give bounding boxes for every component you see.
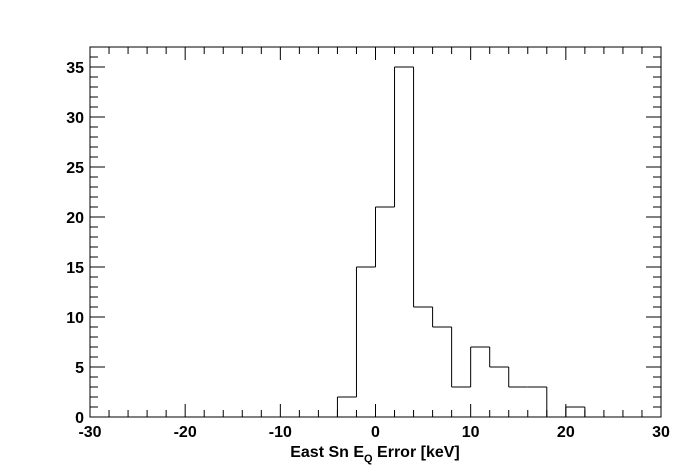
x-tick-label: 10 xyxy=(462,424,480,441)
x-tick-label: -10 xyxy=(269,424,292,441)
x-tick-label: 20 xyxy=(557,424,575,441)
y-tick-label: 10 xyxy=(66,310,84,327)
y-tick-label: 35 xyxy=(66,60,84,77)
y-tick-label: 20 xyxy=(66,210,84,227)
y-tick-label: 0 xyxy=(75,410,84,427)
y-tick-label: 25 xyxy=(66,160,84,177)
x-axis-title-prefix: East Sn E xyxy=(290,444,364,461)
x-tick-label: -20 xyxy=(174,424,197,441)
y-tick-label: 30 xyxy=(66,110,84,127)
x-axis-title: East Sn EQ Error [keV] xyxy=(290,444,460,465)
x-axis-title-subscript: Q xyxy=(364,453,373,465)
x-tick-label: 0 xyxy=(371,424,380,441)
tick-labels: -30 -20 -10 0 10 20 30 0 5 10 15 20 25 30 35 xyxy=(66,60,670,441)
y-tick-label: 5 xyxy=(75,360,84,377)
histogram-bars xyxy=(336,66,586,417)
x-tick-label: 30 xyxy=(652,424,670,441)
axis-ticks xyxy=(89,46,662,418)
y-tick-label: 15 xyxy=(66,260,84,277)
x-axis-title-suffix: Error [keV] xyxy=(373,444,460,461)
x-tick-label: -30 xyxy=(78,424,101,441)
